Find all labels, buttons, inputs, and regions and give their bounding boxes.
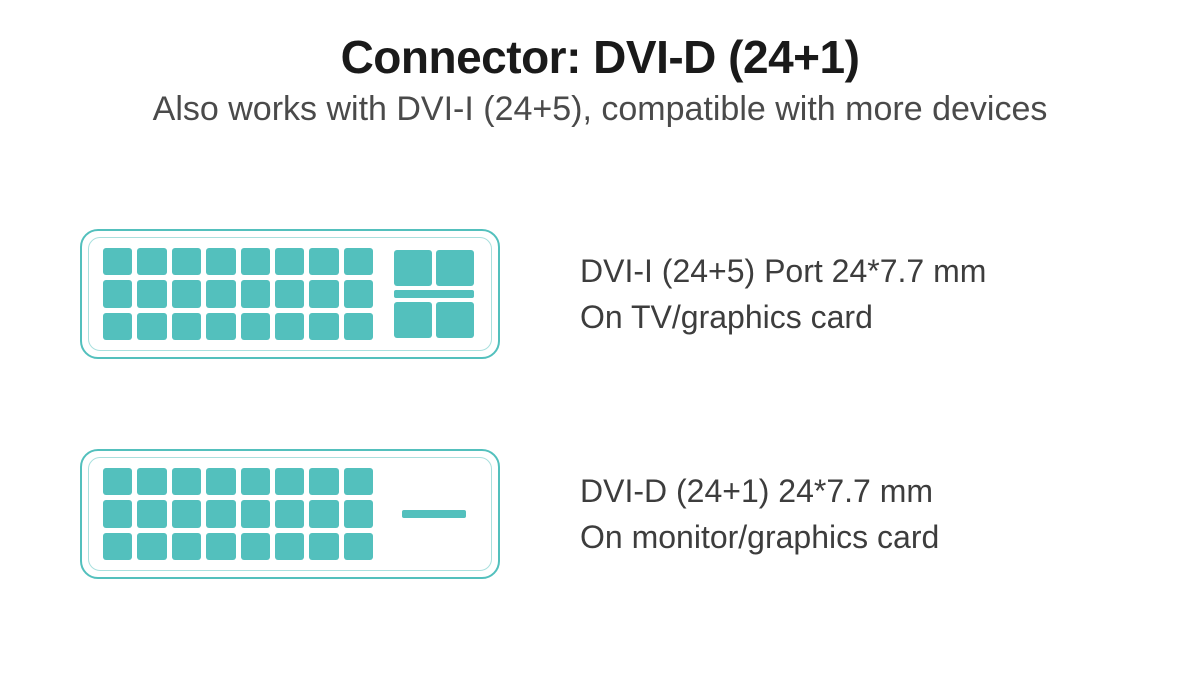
side-block-dvi-i [391, 248, 477, 340]
pin [206, 248, 235, 275]
pin [137, 533, 166, 560]
pin [137, 313, 166, 340]
connector-row-dvi-d: DVI-D (24+1) 24*7.7 mm On monitor/graphi… [40, 449, 1160, 579]
side-pin [436, 250, 474, 286]
side-block-dvi-d [391, 468, 477, 560]
side-pin [394, 250, 432, 286]
pin [137, 468, 166, 495]
pin [309, 533, 338, 560]
pin [241, 280, 270, 307]
pin [309, 248, 338, 275]
pin [206, 313, 235, 340]
pin [309, 500, 338, 527]
pin [309, 280, 338, 307]
pin [275, 500, 304, 527]
pin [206, 500, 235, 527]
pin [344, 500, 373, 527]
pin [206, 280, 235, 307]
side-pin [436, 302, 474, 338]
connector-shell-dvi-d [80, 449, 500, 579]
pin [172, 248, 201, 275]
connector-inner-dvi-i [88, 237, 492, 351]
pin-grid-dvi-d [103, 468, 373, 560]
pin [103, 280, 132, 307]
pin [172, 533, 201, 560]
desc-line2: On TV/graphics card [580, 294, 986, 340]
pin [344, 280, 373, 307]
desc-line1: DVI-I (24+5) Port 24*7.7 mm [580, 248, 986, 294]
pin [344, 533, 373, 560]
pin [137, 248, 166, 275]
pin [309, 468, 338, 495]
pin [275, 313, 304, 340]
side-pin [394, 302, 432, 338]
connector-desc-dvi-i: DVI-I (24+5) Port 24*7.7 mm On TV/graphi… [580, 248, 986, 341]
desc-line1: DVI-D (24+1) 24*7.7 mm [580, 468, 939, 514]
connector-row-dvi-i: DVI-I (24+5) Port 24*7.7 mm On TV/graphi… [40, 229, 1160, 359]
pin [275, 468, 304, 495]
pin [206, 468, 235, 495]
pin [103, 248, 132, 275]
pin [344, 468, 373, 495]
pin [344, 248, 373, 275]
pin [103, 533, 132, 560]
pin [309, 313, 338, 340]
pin [103, 468, 132, 495]
page-title: Connector: DVI-D (24+1) [40, 30, 1160, 84]
pin [275, 280, 304, 307]
pin [275, 533, 304, 560]
pin [241, 468, 270, 495]
pin [344, 313, 373, 340]
pin [172, 313, 201, 340]
pin [103, 500, 132, 527]
pin [241, 313, 270, 340]
pin [206, 533, 235, 560]
pin [137, 500, 166, 527]
pin [172, 280, 201, 307]
desc-line2: On monitor/graphics card [580, 514, 939, 560]
page-subtitle: Also works with DVI-I (24+5), compatible… [40, 90, 1160, 129]
pin-grid-dvi-i [103, 248, 373, 340]
pin [241, 533, 270, 560]
ground-blade [394, 290, 474, 298]
connector-desc-dvi-d: DVI-D (24+1) 24*7.7 mm On monitor/graphi… [580, 468, 939, 561]
pin [241, 500, 270, 527]
pin [137, 280, 166, 307]
pin [172, 468, 201, 495]
ground-blade [402, 510, 466, 518]
connector-inner-dvi-d [88, 457, 492, 571]
pin [172, 500, 201, 527]
pin [275, 248, 304, 275]
pin [103, 313, 132, 340]
connector-shell-dvi-i [80, 229, 500, 359]
pin [241, 248, 270, 275]
